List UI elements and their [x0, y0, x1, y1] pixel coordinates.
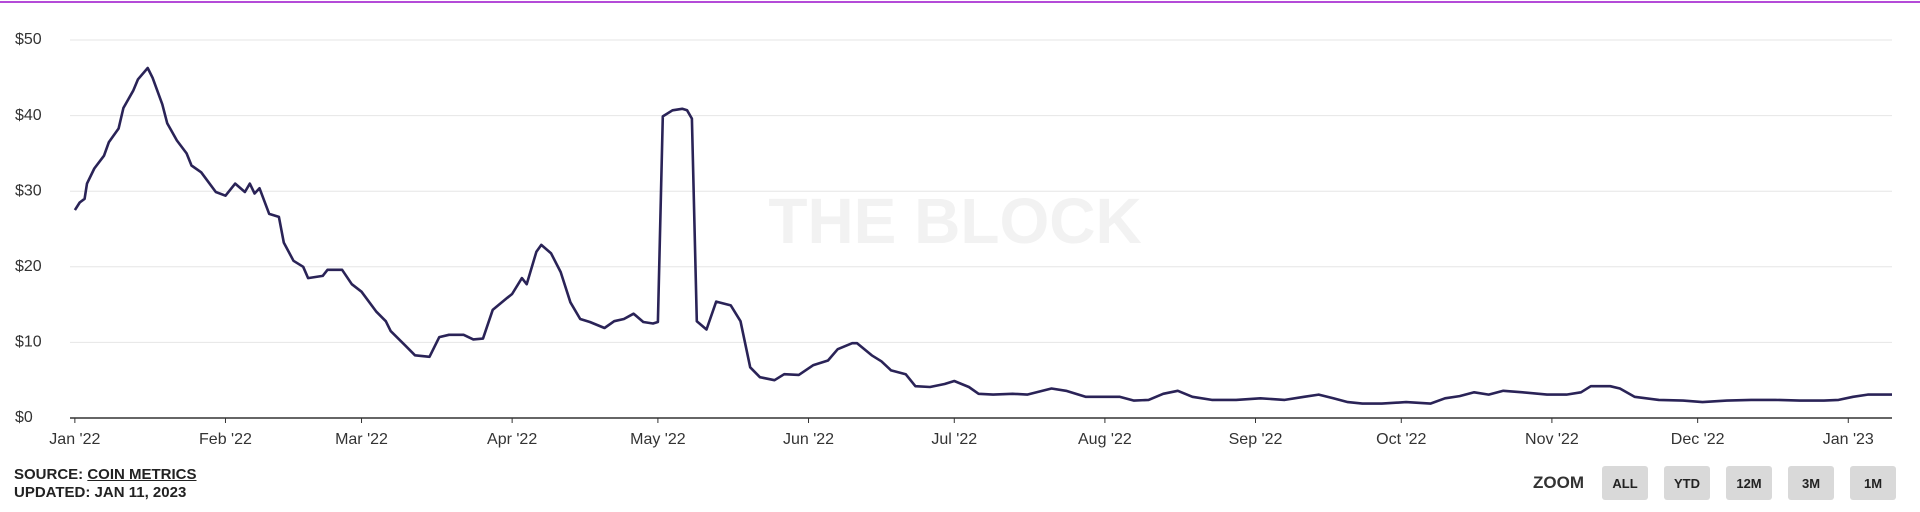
source: SOURCE: COIN METRICS [14, 466, 197, 483]
x-tick-label: Jul '22 [931, 431, 977, 448]
zoom-label: ZOOM [1533, 473, 1584, 492]
y-tick-label: $20 [15, 258, 42, 275]
x-tick-label: Oct '22 [1376, 431, 1426, 448]
zoom-button[interactable]: 12M [1726, 466, 1772, 500]
y-tick-label: $30 [15, 182, 42, 199]
line-series [73, 66, 1892, 405]
x-tick-label: Jan '23 [1823, 431, 1874, 448]
x-tick-label: Aug '22 [1078, 431, 1132, 448]
y-tick-label: $40 [15, 107, 42, 124]
x-tick-label: Jun '22 [783, 431, 834, 448]
updated: UPDATED: JAN 11, 2023 [14, 484, 187, 501]
zoom-button[interactable]: YTD [1664, 466, 1710, 500]
y-tick-label: $0 [15, 409, 33, 426]
x-tick-label: Nov '22 [1525, 431, 1579, 448]
x-tick-label: Apr '22 [487, 431, 537, 448]
watermark: THE BLOCK [768, 185, 1141, 257]
zoom-button[interactable]: ALL [1602, 466, 1648, 500]
x-tick-label: May '22 [630, 431, 686, 448]
y-tick-label: $50 [15, 31, 42, 48]
source-label: SOURCE: [14, 466, 84, 483]
x-tick-label: Jan '22 [49, 431, 100, 448]
x-tick-label: Feb '22 [199, 431, 252, 448]
y-tick-label: $10 [15, 334, 42, 351]
x-tick-label: Dec '22 [1671, 431, 1725, 448]
zoom-button[interactable]: 3M [1788, 466, 1834, 500]
source-link[interactable]: COIN METRICS [87, 466, 197, 483]
zoom-button[interactable]: 1M [1850, 466, 1896, 500]
zoom-controls: ZOOM ALL YTD 12M 3M 1M [1533, 466, 1896, 500]
chart: THE BLOCK $0 $10 $20 $30 $40 $50 Jan '22 Feb '2… [0, 1, 1920, 448]
x-tick-label: Sep '22 [1229, 431, 1283, 448]
x-tick-label: Mar '22 [335, 431, 388, 448]
